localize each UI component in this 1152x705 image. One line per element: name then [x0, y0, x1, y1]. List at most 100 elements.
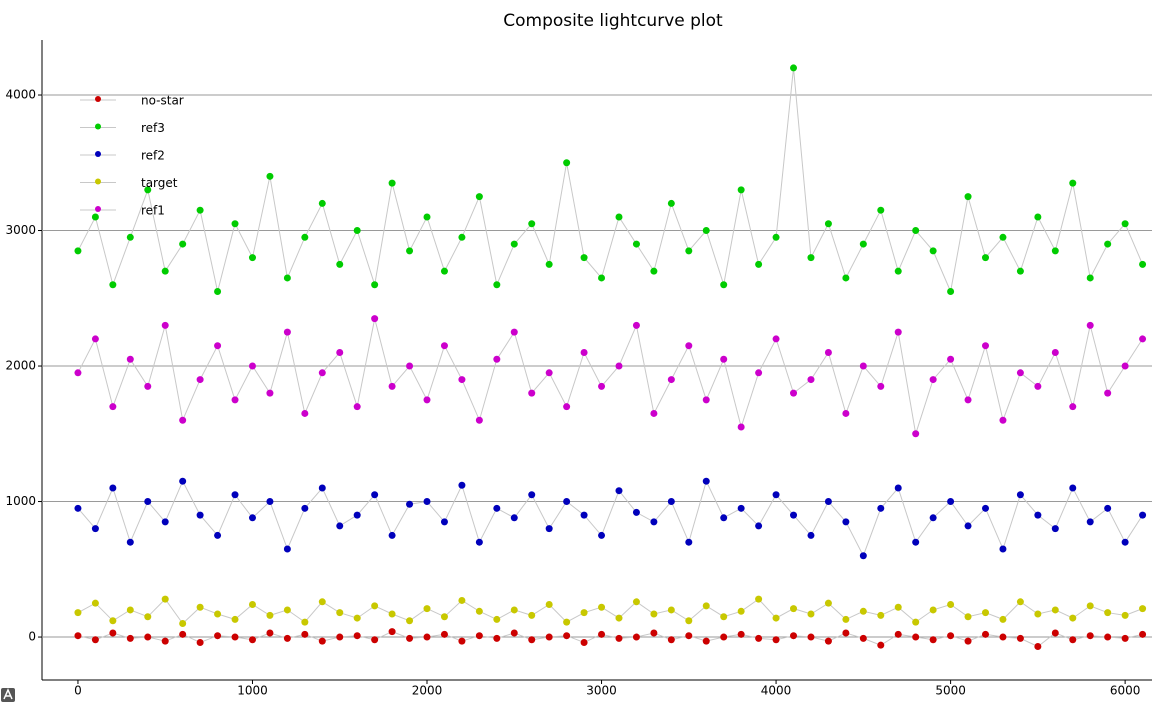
data-point: [912, 618, 920, 626]
data-point: [598, 603, 606, 611]
data-point: [667, 498, 675, 506]
legend-marker: [95, 123, 101, 130]
data-point: [266, 172, 274, 180]
data-point: [929, 606, 937, 614]
data-point: [737, 607, 745, 615]
data-point: [772, 335, 780, 343]
data-point: [1034, 610, 1042, 618]
data-point: [790, 64, 798, 72]
data-point: [214, 610, 222, 618]
data-point: [563, 159, 571, 167]
data-point: [772, 233, 780, 241]
data-point: [144, 498, 152, 506]
data-point: [807, 531, 815, 539]
data-point: [423, 605, 431, 613]
data-point: [388, 382, 396, 390]
data-point: [685, 342, 693, 350]
data-point: [1051, 348, 1059, 356]
data-point: [947, 498, 955, 506]
data-point: [126, 233, 134, 241]
data-point: [964, 637, 972, 645]
data-point: [91, 335, 99, 343]
data-point: [353, 227, 361, 235]
data-point: [824, 220, 832, 228]
data-point: [702, 602, 710, 610]
data-point: [790, 511, 798, 519]
data-point: [126, 355, 134, 363]
legend-label: no-star: [141, 94, 184, 108]
data-point: [318, 369, 326, 377]
data-point: [301, 618, 309, 626]
data-point: [475, 193, 483, 201]
data-point: [737, 630, 745, 638]
data-point: [755, 595, 763, 603]
data-point: [1104, 504, 1112, 512]
data-point: [737, 504, 745, 512]
data-point: [947, 288, 955, 296]
data-point: [1121, 538, 1129, 546]
data-point: [1104, 240, 1112, 248]
data-point: [493, 355, 501, 363]
data-point: [720, 613, 728, 621]
data-point: [1121, 611, 1129, 619]
data-point: [650, 610, 658, 618]
data-point: [510, 240, 518, 248]
data-point: [214, 632, 222, 640]
data-point: [406, 634, 414, 642]
data-point: [144, 382, 152, 390]
data-point: [248, 254, 256, 262]
data-point: [440, 630, 448, 638]
data-point: [563, 632, 571, 640]
data-point: [475, 607, 483, 615]
data-point: [877, 641, 885, 649]
data-point: [248, 362, 256, 370]
data-point: [283, 634, 291, 642]
data-point: [440, 518, 448, 526]
data-point: [842, 274, 850, 282]
data-point: [929, 376, 937, 384]
data-point: [91, 525, 99, 533]
data-point: [283, 328, 291, 336]
data-point: [1051, 606, 1059, 614]
data-point: [336, 633, 344, 641]
data-point: [632, 633, 640, 641]
data-point: [144, 613, 152, 621]
data-point: [877, 611, 885, 619]
data-point: [1034, 382, 1042, 390]
data-point: [231, 396, 239, 404]
data-point: [1104, 609, 1112, 617]
data-point: [1051, 629, 1059, 637]
data-point: [598, 531, 606, 539]
data-point: [318, 637, 326, 645]
data-point: [528, 611, 536, 619]
data-point: [650, 267, 658, 275]
data-point: [510, 606, 518, 614]
data-point: [755, 522, 763, 530]
data-point: [563, 618, 571, 626]
data-point: [1086, 632, 1094, 640]
data-point: [371, 315, 379, 323]
data-point: [842, 409, 850, 417]
data-point: [109, 617, 117, 625]
data-point: [650, 518, 658, 526]
data-point: [563, 498, 571, 506]
data-point: [1086, 518, 1094, 526]
data-point: [894, 630, 902, 638]
data-point: [301, 630, 309, 638]
data-point: [824, 498, 832, 506]
data-point: [353, 403, 361, 411]
data-point: [231, 220, 239, 228]
data-point: [161, 518, 169, 526]
data-point: [109, 484, 117, 492]
data-point: [580, 254, 588, 262]
data-point: [685, 617, 693, 625]
data-point: [510, 514, 518, 522]
data-point: [545, 369, 553, 377]
data-point: [371, 491, 379, 499]
data-point: [737, 186, 745, 194]
data-point: [1121, 634, 1129, 642]
data-point: [371, 636, 379, 644]
data-point: [74, 369, 82, 377]
data-point: [144, 186, 152, 194]
